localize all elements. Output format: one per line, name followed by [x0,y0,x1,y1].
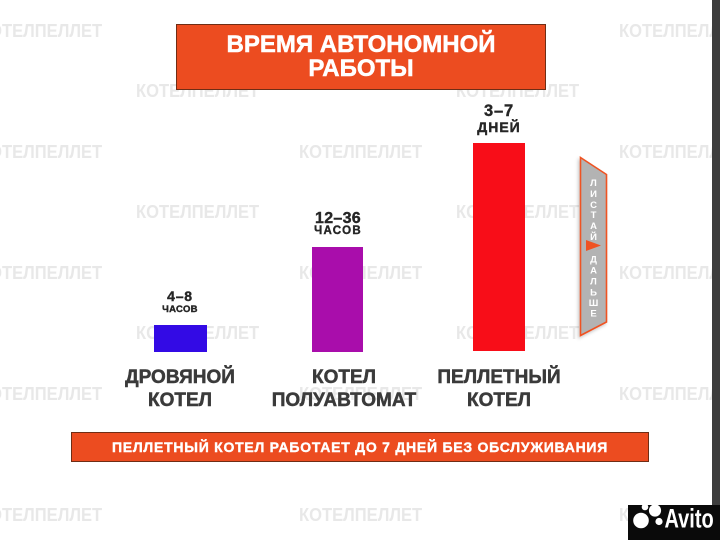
svg-text:Т: Т [591,210,597,221]
svg-text:А: А [590,221,597,232]
svg-text:Ш: Ш [589,298,599,309]
svg-text:Е: Е [590,309,596,320]
svg-text:Й: Й [590,231,597,243]
svg-text:И: И [590,189,597,200]
svg-text:Л: Л [590,277,597,288]
svg-text:Avito: Avito [665,505,714,534]
svg-text:А: А [590,266,597,277]
svg-text:Д: Д [590,255,597,266]
svg-text:Ь: Ь [590,288,597,299]
svg-text:С: С [590,200,597,211]
svg-text:Л: Л [590,178,597,189]
